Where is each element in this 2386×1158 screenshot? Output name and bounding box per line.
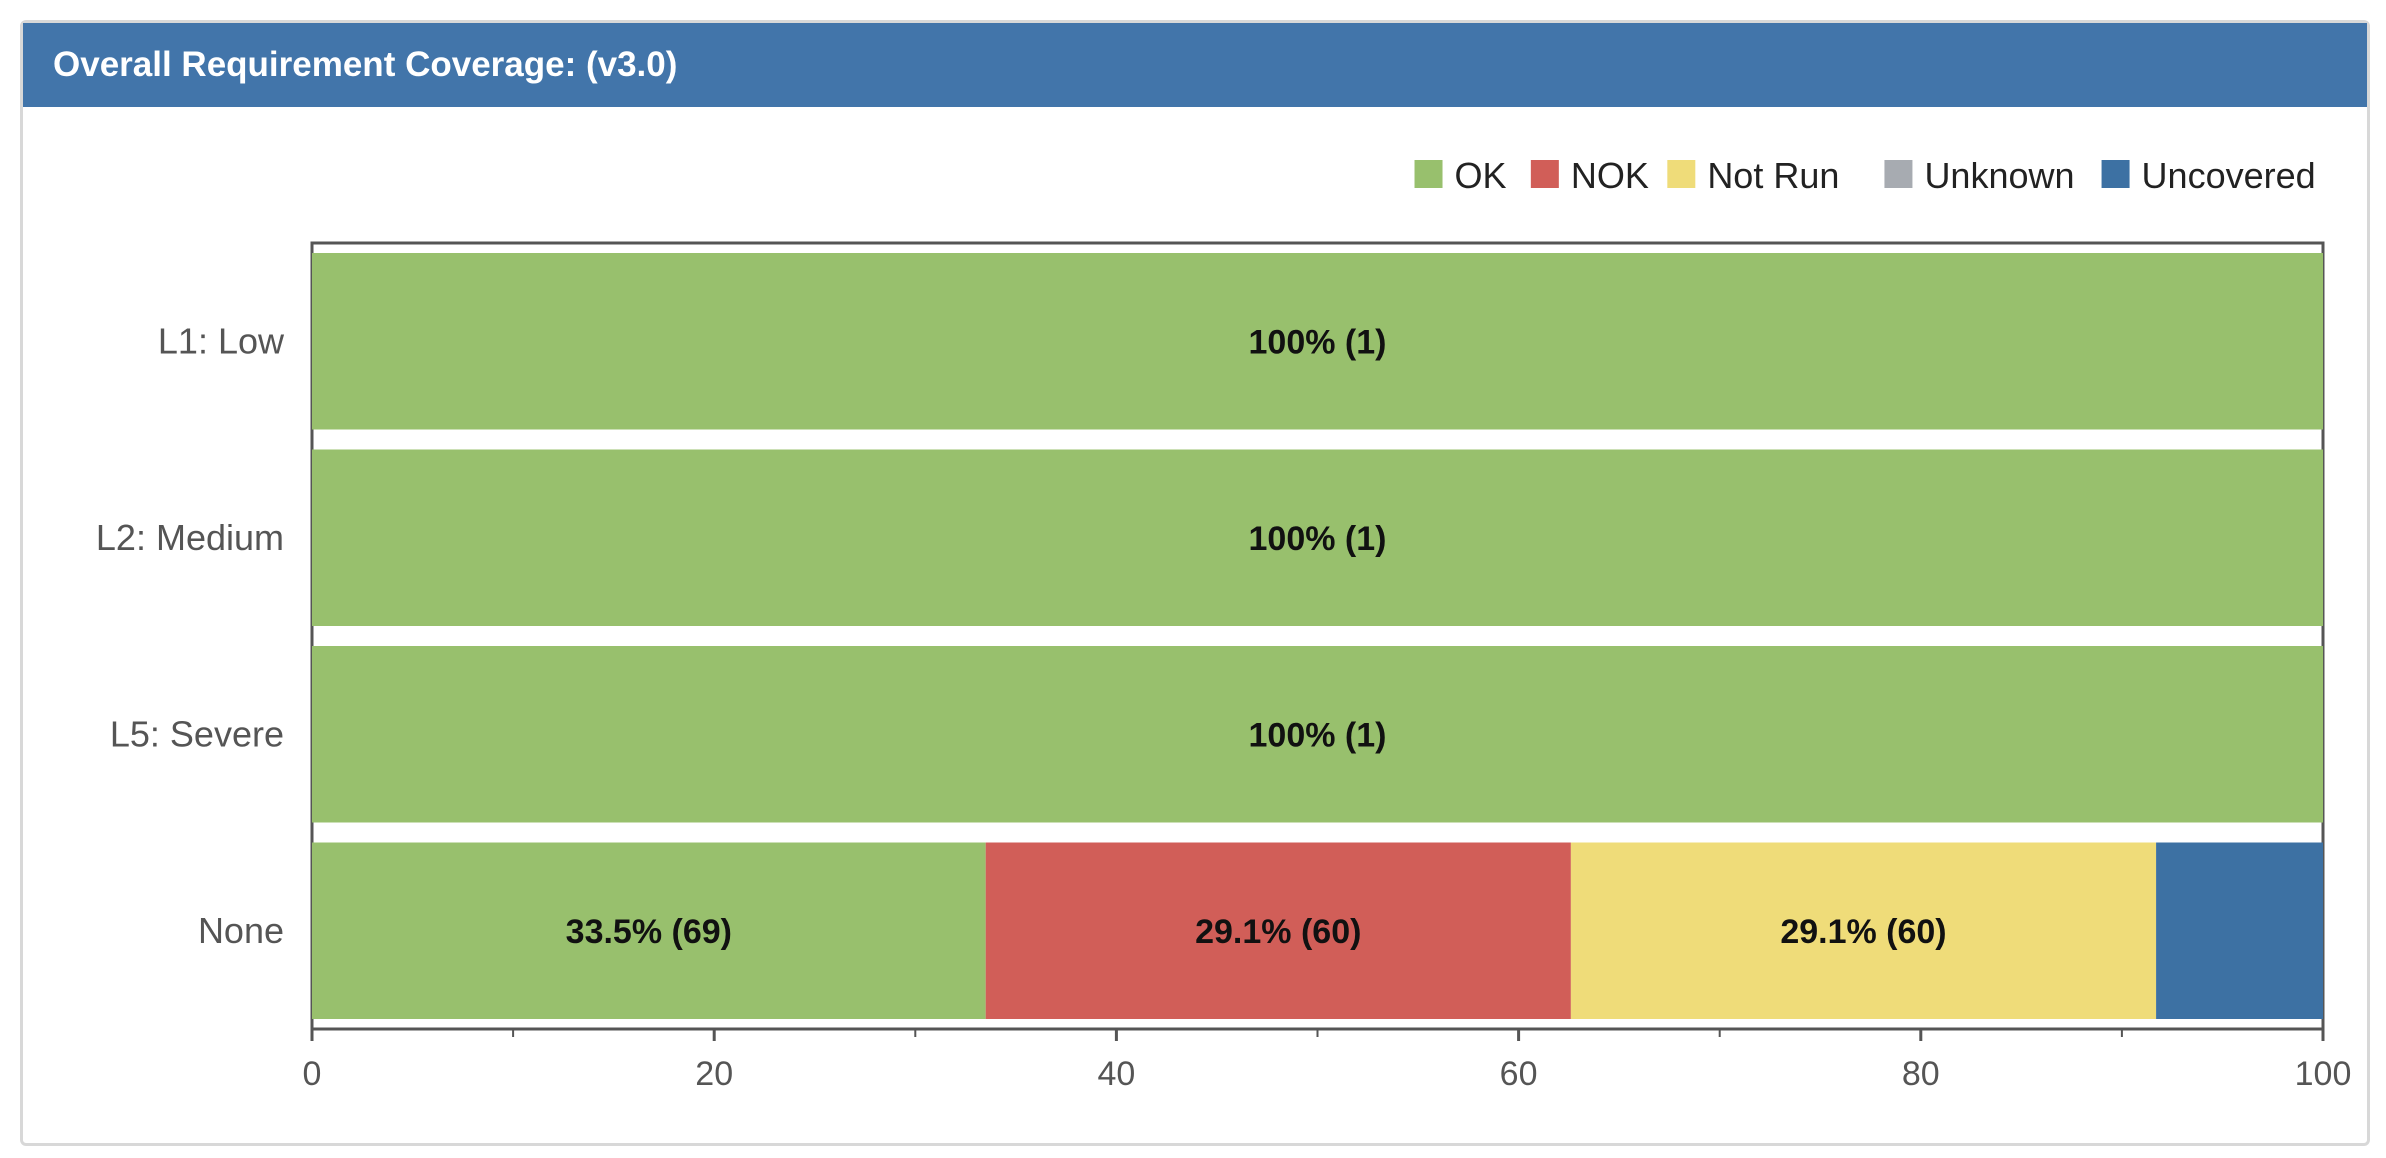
- bar-label-ok-0: 100% (1): [1249, 323, 1387, 361]
- category-label-3: None: [198, 910, 284, 951]
- legend-label-uncovered: Uncovered: [2142, 155, 2316, 196]
- legend-swatch-ok: [1414, 160, 1443, 188]
- category-label-0: L1: Low: [158, 320, 285, 361]
- x-tick-label-3: 60: [1500, 1055, 1538, 1093]
- x-tick-label-5: 100: [2295, 1055, 2352, 1093]
- bar-ok-1: [312, 449, 2323, 626]
- legend-label-unknown: Unknown: [1924, 155, 2074, 196]
- bar-label-ok-2: 100% (1): [1249, 716, 1387, 754]
- legend-swatch-uncovered: [2101, 160, 2130, 188]
- x-tick-label-1: 20: [695, 1055, 733, 1093]
- bar-ok-3: [312, 842, 986, 1019]
- panel-title: Overall Requirement Coverage: (v3.0): [23, 23, 2367, 107]
- bar-label-ok-1: 100% (1): [1249, 520, 1387, 558]
- x-tick-label-2: 40: [1097, 1055, 1135, 1093]
- bar-uncovered-3: [2156, 842, 2323, 1019]
- category-label-2: L5: Severe: [110, 713, 284, 754]
- bar-nok-3: [985, 842, 1571, 1019]
- x-tick-label-4: 80: [1902, 1055, 1940, 1093]
- bar-label-not-run-3: 29.1% (60): [1780, 913, 1946, 951]
- legend-label-nok: NOK: [1571, 155, 1649, 196]
- legend-swatch-not-run: [1667, 160, 1696, 188]
- bar-label-ok-3: 33.5% (69): [566, 913, 732, 951]
- legend-swatch-unknown: [1884, 160, 1913, 188]
- bar-not-run-3: [1570, 842, 2157, 1019]
- x-tick-label-0: 0: [303, 1055, 322, 1093]
- bar-label-nok-3: 29.1% (60): [1195, 913, 1361, 951]
- bar-ok-2: [312, 646, 2323, 823]
- bar-ok-0: [312, 253, 2323, 430]
- category-label-1: L2: Medium: [96, 517, 284, 558]
- legend-label-ok: OK: [1455, 155, 1507, 196]
- legend-label-not-run: Not Run: [1707, 155, 1839, 196]
- legend-swatch-nok: [1530, 160, 1559, 188]
